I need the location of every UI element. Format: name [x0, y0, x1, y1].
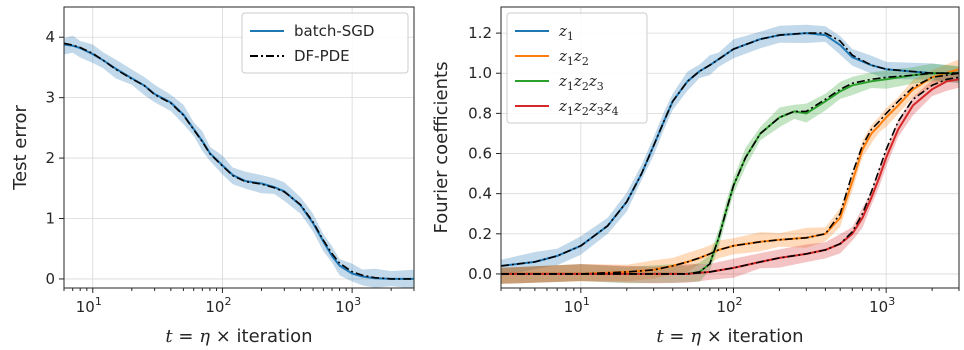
- fourier-y-axis-label: Fourier coefficients: [431, 62, 452, 234]
- test-error-axes-frame: [63, 6, 415, 289]
- fourier-x-tick-label: 102: [716, 295, 742, 316]
- test-error-y-axis-label: Test error: [10, 105, 31, 191]
- test-error-legend: batch-SGD DF-PDE: [241, 12, 409, 74]
- test-error-x-tick-label: 102: [205, 295, 231, 316]
- legend-label-z1: z1: [558, 22, 574, 43]
- fourier-coefficients-chart: 0.0 0.2 0.4 0.6 0.8 1.0 1.2 101 102 103 t = η × i…: [431, 6, 960, 347]
- df-pde-z1z2z3z4-line: [501, 76, 959, 275]
- test-error-y-tick-label: 1: [45, 210, 55, 228]
- test-error-y-tick-label: 0: [45, 270, 55, 288]
- test-error-x-axis-label: t = η × iteration: [165, 326, 312, 347]
- test-error-chart: 0 1 2 3 4 101 102 103 t = η × iteration Test er…: [10, 6, 415, 347]
- z1z2-line: [501, 68, 959, 275]
- fourier-x-axis-label: t = η × iteration: [656, 326, 803, 347]
- fourier-y-tick-label: 1.2: [468, 24, 492, 42]
- test-error-y-tick-label: 2: [45, 149, 55, 167]
- fourier-y-tick-label: 0.8: [468, 104, 492, 122]
- fourier-axes-frame: [500, 6, 960, 289]
- fourier-legend-box: [506, 12, 648, 124]
- df-pde-z1-line: [501, 32, 959, 267]
- legend-label-batch-sgd: batch-SGD: [294, 22, 374, 40]
- fourier-y-tick-label: 0.2: [468, 225, 492, 243]
- fourier-x-tick-label: 103: [869, 295, 895, 316]
- fourier-y-tick-label: 0.6: [468, 145, 492, 163]
- fourier-y-tick-label: 0.0: [468, 265, 492, 283]
- test-error-lines: [64, 42, 414, 280]
- test-error-ticks: 0 1 2 3 4 101 102 103: [45, 28, 415, 316]
- test-error-legend-box: [241, 12, 409, 74]
- legend-label-z1z2z3z4: z1z2z3z4: [558, 97, 619, 118]
- fourier-y-tick-label: 0.4: [468, 185, 492, 203]
- fourier-x-tick-label: 101: [564, 295, 590, 316]
- fourier-ticks: 0.0 0.2 0.4 0.6 0.8 1.0 1.2 101 102 103: [468, 24, 960, 316]
- legend-label-z1z2z3: z1z2z3: [558, 72, 604, 93]
- df-pde-z1z2-line: [501, 72, 959, 275]
- df-pde-line: [64, 42, 414, 280]
- test-error-y-tick-label: 4: [45, 28, 55, 46]
- fourier-y-tick-label: 1.0: [468, 64, 492, 82]
- batch-sgd-line: [64, 43, 414, 280]
- test-error-x-tick-label: 101: [76, 295, 102, 316]
- fourier-legend: z1 z1z2 z1z2z3 z1z2z3z4: [506, 12, 648, 124]
- legend-label-z1z2: z1z2: [558, 47, 589, 68]
- batch-sgd-band: [64, 35, 414, 288]
- test-error-y-tick-label: 3: [45, 89, 55, 107]
- fourier-lines: [501, 32, 959, 275]
- z1-band: [501, 24, 959, 276]
- fourier-bands: [501, 24, 959, 284]
- legend-label-df-pde: DF-PDE: [294, 47, 350, 65]
- z1z2-band: [501, 59, 959, 284]
- test-error-x-tick-label: 103: [335, 295, 361, 316]
- test-error-bands: [64, 35, 414, 288]
